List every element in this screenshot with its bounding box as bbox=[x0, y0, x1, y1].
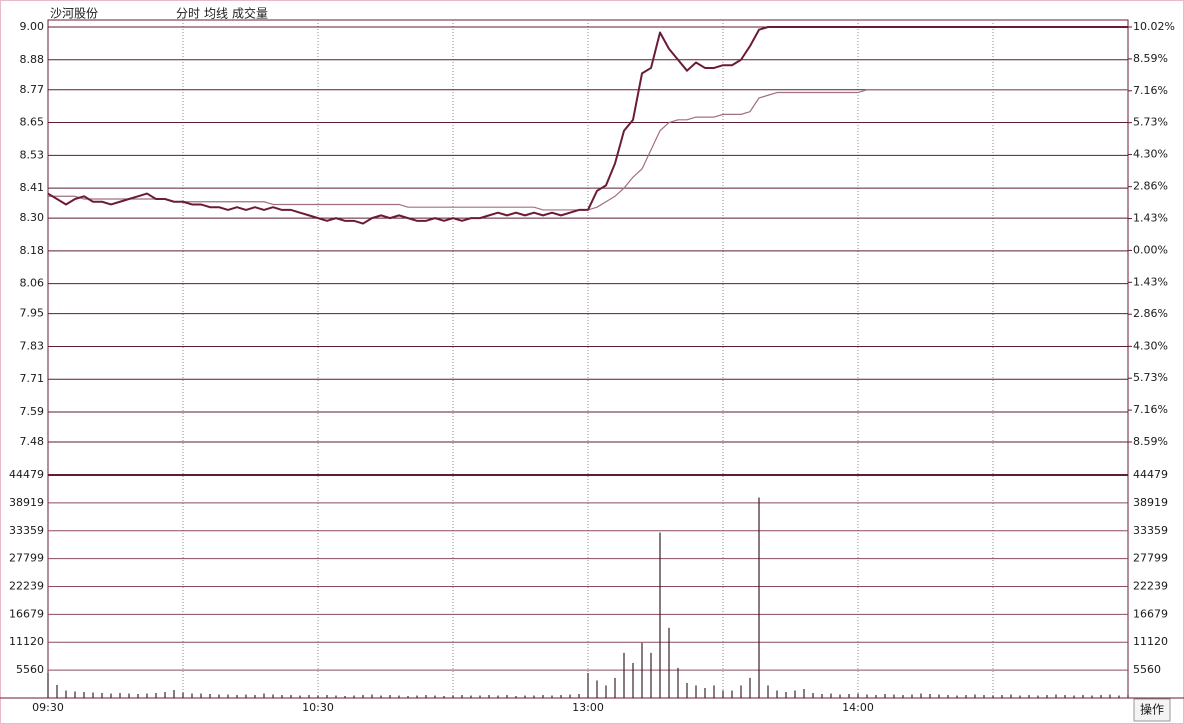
y-tick-label-right: 22239 bbox=[1133, 580, 1168, 593]
y-tick-label: 8.88 bbox=[20, 53, 45, 66]
y-tick-label: 8.41 bbox=[20, 181, 45, 194]
y2-tick-label: 5.73% bbox=[1133, 116, 1168, 129]
y-tick-label: 7.71 bbox=[20, 372, 45, 385]
y-tick-label: 16679 bbox=[9, 607, 44, 620]
y2-tick-label: 2.86% bbox=[1133, 180, 1168, 193]
y-tick-label: 9.00 bbox=[20, 20, 45, 33]
y2-tick-label: 7.16% bbox=[1133, 403, 1168, 416]
y2-tick-label: 5.73% bbox=[1133, 371, 1168, 384]
y-tick-label: 8.18 bbox=[20, 244, 45, 257]
y-tick-label: 33359 bbox=[9, 524, 44, 537]
y-tick-label: 7.48 bbox=[20, 435, 45, 448]
y2-tick-label: 10.02% bbox=[1133, 20, 1175, 33]
y-tick-label: 44479 bbox=[9, 468, 44, 481]
legend-average: 均线 bbox=[204, 7, 228, 21]
y-tick-label: 7.59 bbox=[20, 405, 45, 418]
y-tick-label: 5560 bbox=[16, 663, 44, 676]
y-tick-label: 8.30 bbox=[20, 211, 45, 224]
y-tick-label-right: 27799 bbox=[1133, 552, 1168, 565]
x-tick-label: 09:30 bbox=[32, 701, 64, 714]
y-tick-label-right: 44479 bbox=[1133, 468, 1168, 481]
x-tick-label: 14:00 bbox=[842, 701, 874, 714]
y2-tick-label: 4.30% bbox=[1133, 339, 1168, 352]
series-line bbox=[47, 26, 1128, 225]
y2-tick-label: 2.86% bbox=[1133, 307, 1168, 320]
y2-tick-label: 8.59% bbox=[1133, 52, 1168, 65]
x-tick-label: 10:30 bbox=[302, 701, 334, 714]
y-tick-label-right: 5560 bbox=[1133, 663, 1161, 676]
y2-tick-label: 7.16% bbox=[1133, 84, 1168, 97]
y2-tick-label: 1.43% bbox=[1133, 275, 1168, 288]
y-tick-label: 7.83 bbox=[20, 339, 45, 352]
y2-tick-label: 8.59% bbox=[1133, 435, 1168, 448]
y-tick-label: 8.06 bbox=[20, 277, 45, 290]
y2-tick-label: 4.30% bbox=[1133, 148, 1168, 161]
y2-tick-label: 1.43% bbox=[1133, 212, 1168, 225]
y-tick-label: 8.53 bbox=[20, 148, 45, 161]
action-button-label[interactable]: 操作 bbox=[1140, 702, 1164, 717]
y-tick-label: 7.95 bbox=[20, 307, 45, 320]
legend-volume: 成交量 bbox=[232, 6, 268, 21]
x-tick-label: 13:00 bbox=[572, 701, 604, 714]
legend-price: 分时 bbox=[176, 7, 200, 21]
y-tick-label: 22239 bbox=[9, 580, 44, 593]
y-tick-label-right: 16679 bbox=[1133, 607, 1168, 620]
y-tick-label-right: 11120 bbox=[1133, 635, 1168, 648]
y-tick-label-right: 33359 bbox=[1133, 524, 1168, 537]
y2-tick-label: 0.00% bbox=[1133, 243, 1168, 256]
y-tick-label: 27799 bbox=[9, 552, 44, 565]
y-tick-label: 11120 bbox=[9, 635, 44, 648]
y-tick-label: 8.65 bbox=[20, 116, 45, 129]
stock-name: 沙河股份 bbox=[50, 7, 98, 21]
y-tick-label-right: 38919 bbox=[1133, 496, 1168, 509]
action-button[interactable] bbox=[1133, 698, 1171, 722]
y-tick-label: 38919 bbox=[9, 496, 44, 509]
y-tick-label: 8.77 bbox=[20, 83, 45, 96]
